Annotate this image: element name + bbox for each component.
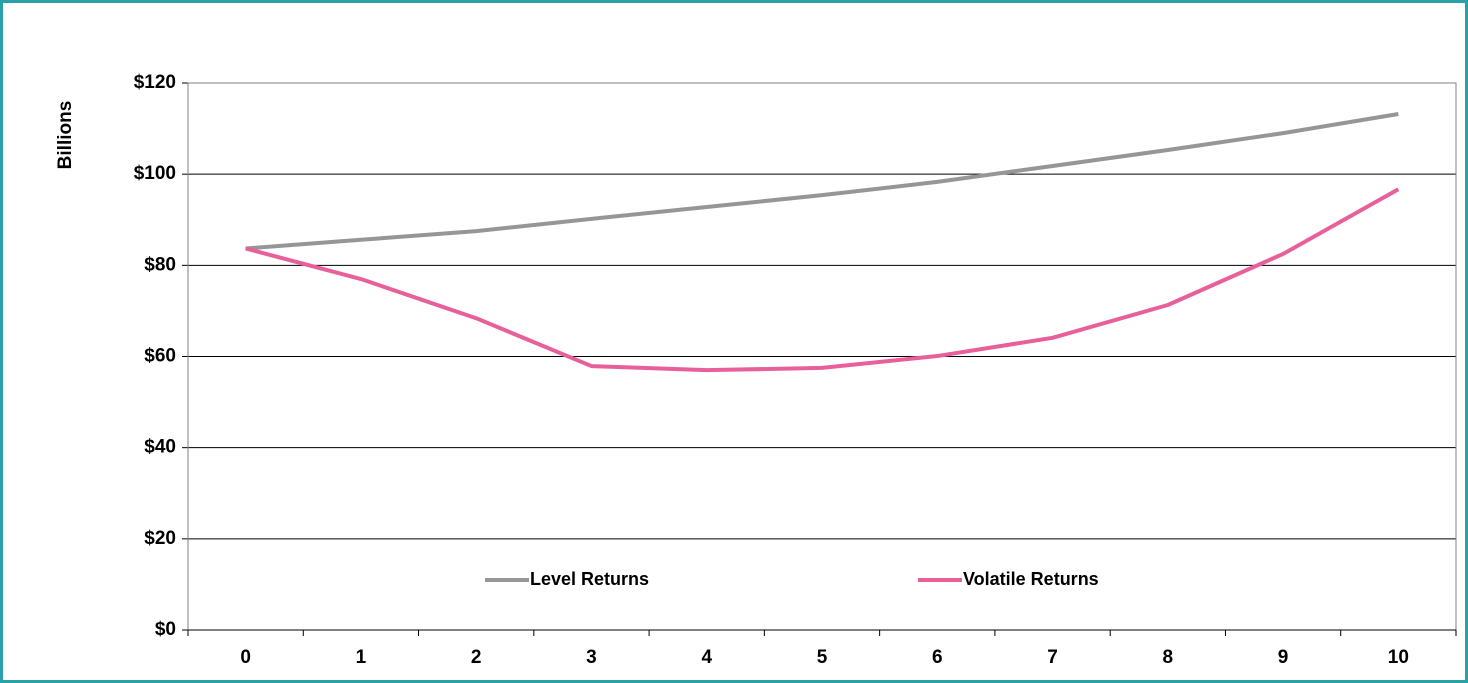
y-tick-label: $80 xyxy=(144,254,176,275)
y-tick-label: $20 xyxy=(144,528,176,549)
y-axis-title: Billions xyxy=(55,101,76,170)
line-series xyxy=(245,187,1400,373)
x-tick-label: 9 xyxy=(1278,647,1289,668)
x-tick-label: 4 xyxy=(701,647,712,668)
x-tick-label: 3 xyxy=(586,647,597,668)
line-series xyxy=(245,112,1399,251)
legend-label: Volatile Returns xyxy=(963,569,1099,589)
x-tick-label: 2 xyxy=(471,647,482,668)
y-tick-label: $100 xyxy=(134,163,176,184)
y-tick-label: $40 xyxy=(144,437,176,458)
legend-label: Level Returns xyxy=(530,569,649,589)
y-tick-label: $60 xyxy=(144,346,176,367)
x-tick-label: 6 xyxy=(932,647,943,668)
x-tick-label: 10 xyxy=(1388,647,1409,668)
x-tick-label: 5 xyxy=(817,647,828,668)
y-tick-label: $0 xyxy=(155,619,176,640)
x-tick-label: 1 xyxy=(356,647,367,668)
x-tick-label: 0 xyxy=(240,647,251,668)
x-tick-label: 7 xyxy=(1047,647,1058,668)
y-tick-label: $120 xyxy=(134,72,176,93)
x-tick-label: 8 xyxy=(1163,647,1174,668)
